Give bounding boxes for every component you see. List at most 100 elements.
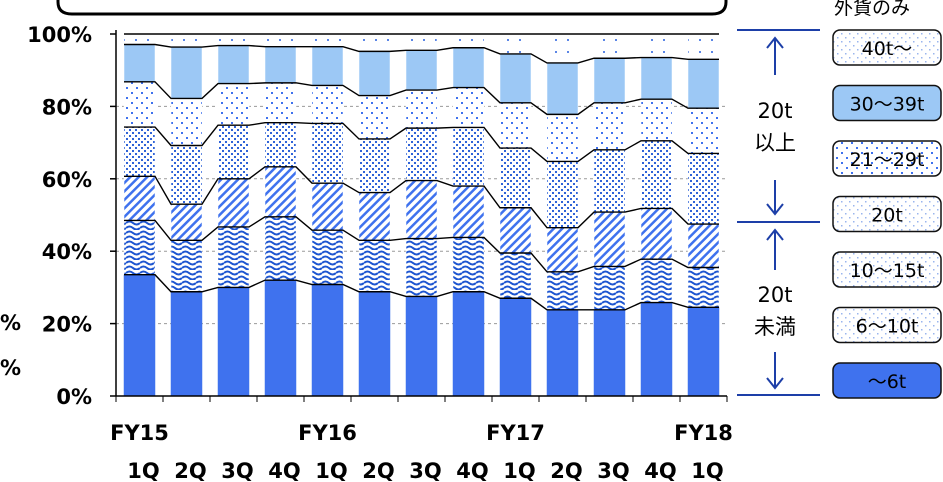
bar-segment-seg-30-39t: [170, 46, 203, 99]
quarter-label: 4Q: [644, 459, 676, 482]
bar-segment-seg-40t-plus: [311, 33, 344, 47]
quarter-label: 1Q: [315, 459, 347, 482]
bar-segment-seg-under-6t: [546, 309, 579, 397]
bar-segment-seg-10-15t: [217, 178, 250, 228]
quarter-label: 3Q: [409, 459, 441, 482]
bar-segment-seg-20t: [405, 127, 438, 181]
bar-segment-seg-40t-plus: [546, 33, 579, 64]
bar-segment-seg-10-15t: [593, 211, 626, 267]
bar-segment-seg-40t-plus: [264, 33, 297, 47]
legend-label: 6～10t: [856, 316, 919, 338]
bar-segment-seg-40t-plus: [170, 33, 203, 48]
bar-segment-seg-40t-plus: [405, 33, 438, 51]
bar-segment-seg-40t-plus: [499, 33, 532, 55]
bar-segment-seg-20t: [358, 138, 391, 193]
y-tick-label: 60%: [42, 168, 92, 192]
bar-segment-seg-10-15t: [264, 166, 297, 218]
bar-segment-seg-30-39t: [499, 53, 532, 104]
bar-segment-seg-10-15t: [405, 180, 438, 239]
quarter-label: 3Q: [597, 459, 629, 482]
quarter-label: 2Q: [550, 459, 582, 482]
bar-segment-seg-40t-plus: [593, 33, 626, 59]
bar-segment-seg-6-10t: [546, 271, 579, 311]
bar-segment-seg-10-15t: [499, 207, 532, 254]
legend: 外貨のみ 40t～ 30～39t 21～29t 20t 10～15t 6～10t ～6t: [832, 0, 942, 399]
bar-segment-seg-30-39t: [640, 57, 673, 100]
connector-line: [124, 166, 719, 229]
connector-line: [124, 216, 719, 273]
bar-segment-seg-21-29t: [687, 107, 720, 154]
arrow-down-head: [766, 203, 784, 216]
bar-segment-seg-6-10t: [593, 266, 626, 311]
bar-segment-seg-under-6t: [264, 279, 297, 397]
legend-swatch: [832, 29, 942, 66]
bar-segment-seg-under-6t: [217, 287, 250, 397]
bar-segment-seg-30-39t: [593, 58, 626, 104]
legend-label: 20t: [871, 205, 903, 227]
bar-segment-seg-21-29t: [405, 89, 438, 129]
bar-segment-seg-20t: [170, 145, 203, 205]
legend-label: 30～39t: [850, 94, 925, 116]
bar-segment-seg-10-15t: [358, 192, 391, 241]
bar-segment-seg-under-6t: [358, 291, 391, 397]
arrow-down-head: [766, 377, 784, 390]
bar-segment-seg-20t: [217, 124, 250, 180]
fiscal-year-label: FY15: [110, 421, 169, 445]
bar-segment-seg-under-6t: [593, 309, 626, 397]
side-annotations: 20t 以上 20t 未満: [737, 29, 820, 396]
bar-segment-seg-20t: [640, 140, 673, 209]
connector-line: [124, 81, 719, 116]
bar-segment-seg-30-39t: [123, 44, 156, 83]
fiscal-year-label: FY18: [674, 421, 733, 445]
bar-segment-seg-40t-plus: [687, 33, 720, 60]
bar-segment-seg-6-10t: [358, 240, 391, 292]
y-tick-label: 80%: [42, 95, 92, 119]
bar-segment-seg-20t: [593, 149, 626, 213]
legend-swatch: [832, 140, 942, 177]
quarter-label: 2Q: [174, 459, 206, 482]
bar-segment-seg-6-10t: [405, 238, 438, 297]
bar-segment-seg-30-39t: [546, 62, 579, 115]
legend-header: 外貨のみ: [834, 0, 910, 19]
legend-swatch: [832, 362, 942, 399]
y-tick-label: 100%: [27, 23, 92, 47]
bar-segment-seg-20t: [499, 147, 532, 209]
bar-segment-seg-20t: [452, 127, 485, 187]
bar-segment-seg-6-10t: [264, 216, 297, 281]
y-tick-label: 20%: [42, 313, 92, 337]
bar-segment-seg-6-10t: [640, 258, 673, 303]
arrow-up-head: [766, 36, 784, 49]
bar-segment-seg-under-6t: [499, 298, 532, 397]
legend-label: 21～29t: [850, 149, 925, 171]
bar-segment-seg-10-15t: [452, 185, 485, 238]
bar-segment-seg-40t-plus: [358, 33, 391, 52]
bar-segment-seg-6-10t: [687, 267, 720, 308]
arrow-up-head: [766, 228, 784, 241]
bar-segment-seg-21-29t: [264, 82, 297, 123]
side-label-below: 20t: [758, 283, 793, 307]
bar-segment-seg-10-15t: [170, 203, 203, 241]
bar-segment-seg-10-15t: [123, 176, 156, 221]
bar-segment-seg-40t-plus: [640, 33, 673, 58]
bar-segment-seg-20t: [311, 123, 344, 184]
bar-segment-seg-20t: [687, 153, 720, 225]
bar-segment-seg-10-15t: [311, 182, 344, 231]
bar-segment-seg-21-29t: [499, 102, 532, 149]
x-tick-labels: FY15 FY16 FY17 FY18 1Q 2Q 3Q 4Q 1Q 2Q 3Q 4Q 1Q 2Q 3Q 4Q…: [110, 421, 733, 482]
quarter-label: 4Q: [456, 459, 488, 482]
connector-line: [124, 274, 719, 311]
left-fragments: %%: [0, 311, 21, 380]
bar-segment-seg-6-10t: [170, 240, 203, 292]
legend-swatch: [832, 306, 942, 344]
side-label-above: 以上: [754, 131, 796, 155]
bar-segment-seg-under-6t: [687, 307, 720, 397]
bar-segment-seg-30-39t: [264, 46, 297, 84]
connector-line: [124, 121, 719, 163]
bar-segment-seg-under-6t: [405, 296, 438, 397]
quarter-label: 3Q: [221, 459, 253, 482]
bar-segment-seg-30-39t: [452, 47, 485, 88]
side-label-below: 未満: [754, 315, 796, 339]
bar-segment-seg-6-10t: [499, 252, 532, 299]
legend-label: ～6t: [868, 371, 907, 393]
